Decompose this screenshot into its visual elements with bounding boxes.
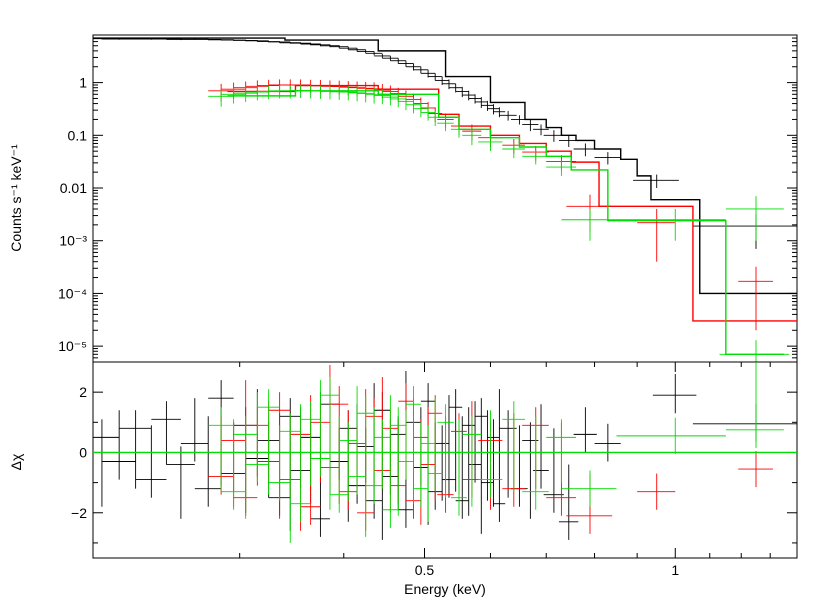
x-axis-label: Energy (keV): [404, 581, 486, 597]
x-tick-label: 0.5: [415, 562, 435, 578]
spectrum-marks: [93, 37, 797, 362]
spectrum-y-tick-label: 1: [79, 75, 87, 91]
spectrum-y-tick-label: 10⁻⁴: [58, 285, 87, 301]
spectrum-model-step-line: [93, 37, 797, 295]
residuals-y-tick-label: 2: [79, 384, 87, 400]
residuals-y-tick-label: 0: [79, 444, 87, 460]
spectrum-y-tick-label: 10⁻⁵: [58, 338, 87, 354]
residuals-y-axis-label: Δχ: [8, 453, 24, 470]
spectrum-y-axis-label: Counts s⁻¹ keV⁻¹: [8, 144, 24, 252]
x-tick-label: 1: [671, 562, 679, 578]
residuals-y-tick-label: −2: [71, 505, 87, 521]
residuals-panel: −2 0 2 0.5 1 Δχ Energy (keV): [8, 361, 798, 597]
spectrum-y-ticks: 1 0.1 0.01 10⁻³ 10⁻⁴ 10⁻⁵: [58, 34, 797, 359]
residuals-marks: [93, 362, 797, 543]
spectrum-y-tick-label: 10⁻³: [59, 233, 87, 249]
spectrum-model-step-line: [227, 84, 797, 322]
spectrum-y-tick-label: 0.01: [60, 180, 87, 196]
spectrum-panel: 1 0.1 0.01 10⁻³ 10⁻⁴ 10⁻⁵ Counts s⁻¹ keV⁻¹: [8, 34, 798, 363]
residuals-frame: [92, 361, 798, 559]
spectrum-y-tick-label: 0.1: [68, 127, 88, 143]
spectrum-model-step-line: [227, 90, 784, 355]
residuals-ticks: −2 0 2 0.5 1: [71, 361, 797, 578]
